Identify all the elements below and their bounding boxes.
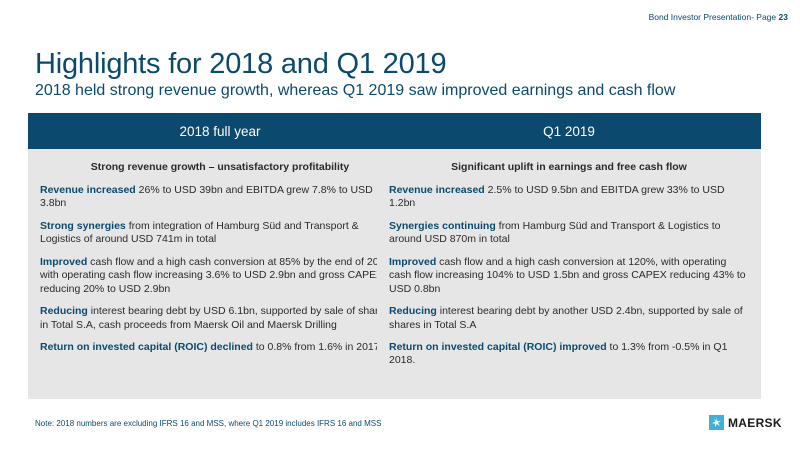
slide-subtitle: 2018 held strong revenue growth, whereas…: [35, 82, 676, 99]
highlight-text: cash flow and a high cash conversion at …: [389, 255, 746, 295]
highlight-item: Revenue increased 26% to USD 39bn and EB…: [40, 184, 400, 211]
highlight-item: Revenue increased 2.5% to USD 9.5bn and …: [389, 184, 749, 211]
highlight-text: to 0.8% from 1.6% in 2017.: [252, 340, 383, 353]
highlight-bold: Improved: [40, 255, 88, 268]
panel-2018-heading: 2018 full year: [28, 113, 412, 149]
highlight-item: Synergies continuing from Hamburg Süd an…: [389, 220, 749, 247]
maersk-logo: MAERSK: [709, 415, 782, 430]
highlight-item: Return on invested capital (ROIC) improv…: [389, 341, 749, 368]
panel-q1-2019-subheading: Significant uplift in earnings and free …: [451, 161, 687, 173]
panel-q1-2019-heading: Q1 2019: [377, 113, 761, 149]
highlight-item: Reducing interest bearing debt by anothe…: [389, 305, 749, 332]
highlight-text: from Hamburg Süd and Transport & Logisti…: [389, 219, 721, 246]
highlight-text: cash flow and a high cash conversion at …: [40, 255, 394, 295]
maersk-brand-text: MAERSK: [728, 415, 782, 430]
highlight-bold: Synergies continuing: [389, 219, 496, 232]
highlight-text: to 1.3% from -0.5% in Q1 2018.: [389, 340, 728, 367]
highlight-item: Return on invested capital (ROIC) declin…: [40, 341, 400, 354]
footnote: Note: 2018 numbers are excluding IFRS 16…: [35, 419, 382, 428]
highlight-bold: Strong synergies: [40, 219, 126, 232]
highlight-bold: Reducing: [40, 305, 88, 318]
highlight-text: from integration of Hamburg Süd and Tran…: [40, 219, 359, 246]
panel-2018: 2018 full year Strong revenue growth – u…: [28, 113, 412, 399]
seven-point-star-icon: [709, 415, 724, 430]
highlight-bold: Improved: [389, 255, 437, 268]
highlight-bold: Reducing: [389, 305, 437, 318]
highlight-bold: Revenue increased: [389, 184, 485, 196]
panel-q1-2019: Q1 2019 Significant uplift in earnings a…: [377, 113, 761, 399]
highlight-item: Reducing interest bearing debt by USD 6.…: [40, 305, 400, 332]
panel-2018-subheading: Strong revenue growth – unsatisfactory p…: [90, 161, 350, 173]
highlight-bold: Return on invested capital (ROIC) declin…: [40, 340, 253, 353]
page-number: 23: [778, 12, 788, 22]
highlight-item: Strong synergies from integration of Ham…: [40, 220, 400, 247]
highlight-text: interest bearing debt by another USD 2.4…: [389, 305, 743, 331]
highlight-item: Improved cash flow and a high cash conve…: [389, 256, 749, 296]
highlight-bold: Return on invested capital (ROIC) improv…: [389, 340, 607, 353]
highlight-text: 2.5% to USD 9.5bn and EBITDA grew 33% to…: [389, 184, 725, 210]
header-label: Bond Investor Presentation- Page: [648, 12, 777, 22]
slide-title: Highlights for 2018 and Q1 2019: [35, 48, 447, 80]
page-header: Bond Investor Presentation- Page 23: [649, 12, 788, 22]
highlight-item: Improved cash flow and a high cash conve…: [40, 256, 400, 296]
highlight-text: 26% to USD 39bn and EBITDA grew 7.8% to …: [40, 184, 373, 210]
highlight-text: interest bearing debt by USD 6.1bn, supp…: [40, 305, 390, 331]
highlight-bold: Revenue increased: [40, 184, 136, 196]
